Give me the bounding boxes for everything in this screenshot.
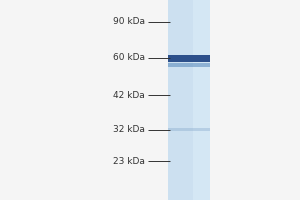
Bar <box>168 63 210 67</box>
Bar <box>168 0 210 200</box>
Bar <box>168 128 210 131</box>
Text: 42 kDa: 42 kDa <box>113 90 145 99</box>
Text: 32 kDa: 32 kDa <box>113 126 145 134</box>
Bar <box>193 0 210 200</box>
Text: 23 kDa: 23 kDa <box>113 156 145 166</box>
Text: 90 kDa: 90 kDa <box>113 18 145 26</box>
Bar <box>168 55 210 62</box>
Text: 60 kDa: 60 kDa <box>113 53 145 62</box>
